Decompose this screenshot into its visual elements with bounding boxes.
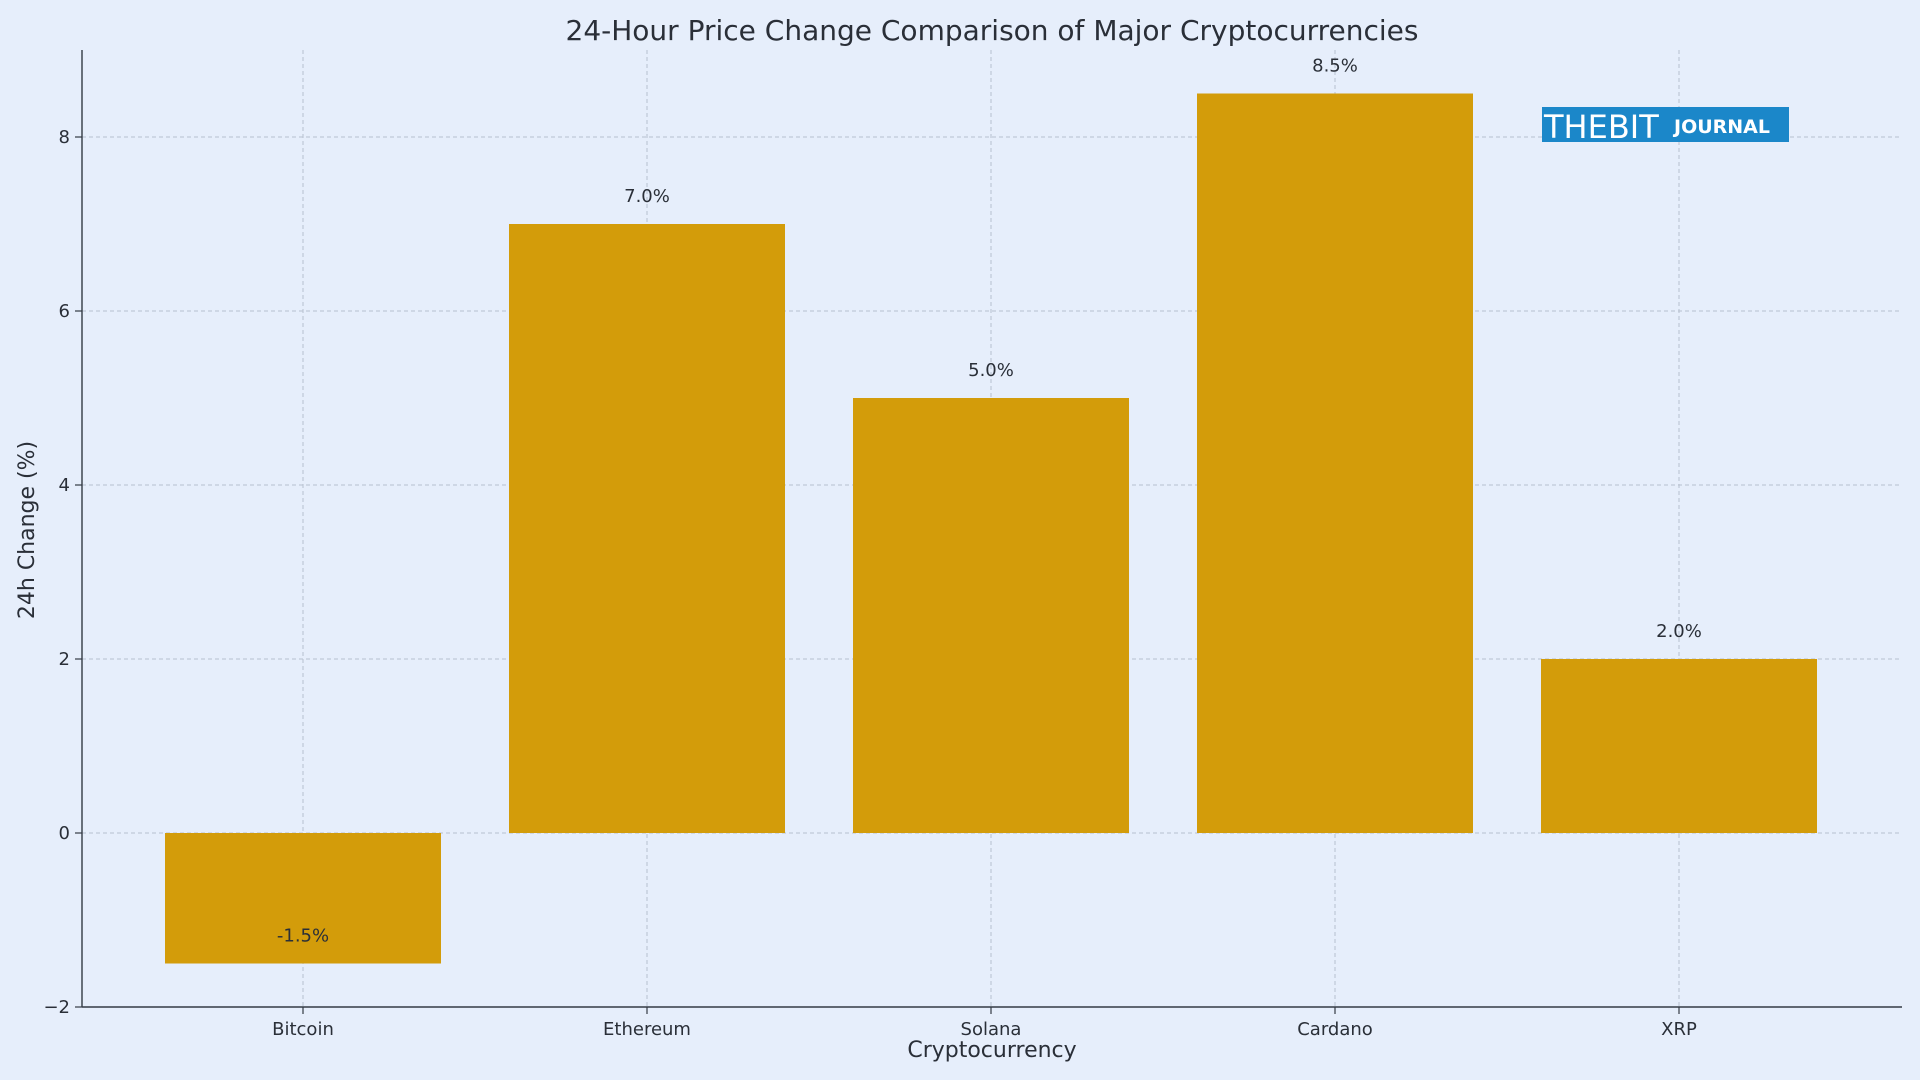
x-tick-label: Ethereum bbox=[603, 1019, 691, 1040]
data-label: 8.5% bbox=[1312, 56, 1358, 77]
bar-solana bbox=[853, 398, 1129, 833]
x-axis-label: Cryptocurrency bbox=[907, 1038, 1076, 1063]
y-tick-label: 6 bbox=[59, 301, 70, 322]
y-tick-label: 0 bbox=[59, 823, 70, 844]
y-tick-label: 2 bbox=[59, 649, 70, 670]
data-label: -1.5% bbox=[277, 926, 329, 947]
data-label: 7.0% bbox=[624, 186, 670, 207]
watermark-brand: THEBIT bbox=[1543, 108, 1659, 146]
watermark-sub: JOURNAL bbox=[1672, 116, 1770, 138]
x-tick-label: XRP bbox=[1661, 1019, 1697, 1040]
y-tick-label: −2 bbox=[43, 997, 70, 1018]
bars bbox=[165, 93, 1817, 964]
data-labels: -1.5% 7.0% 5.0% 8.5% 2.0% bbox=[277, 56, 1702, 947]
watermark-logo-background bbox=[1542, 107, 1789, 142]
data-label: 2.0% bbox=[1656, 621, 1702, 642]
x-ticks: Bitcoin Ethereum Solana Cardano XRP bbox=[272, 1007, 1697, 1040]
data-label: 5.0% bbox=[968, 360, 1014, 381]
y-axis-label: 24h Change (%) bbox=[15, 441, 40, 619]
x-tick-label: Solana bbox=[961, 1019, 1022, 1040]
bar-cardano bbox=[1197, 93, 1473, 833]
bar-xrp bbox=[1541, 659, 1817, 833]
x-tick-label: Cardano bbox=[1297, 1019, 1373, 1040]
bar-bitcoin bbox=[165, 833, 441, 964]
y-tick-label: 4 bbox=[59, 475, 70, 496]
watermark-logo: THEBIT JOURNAL bbox=[1542, 107, 1789, 146]
y-tick-label: 8 bbox=[59, 127, 70, 148]
bar-ethereum bbox=[509, 224, 785, 833]
chart-title: 24-Hour Price Change Comparison of Major… bbox=[566, 14, 1419, 47]
x-tick-label: Bitcoin bbox=[272, 1019, 334, 1040]
y-ticks: −2 0 2 4 6 8 bbox=[43, 127, 82, 1018]
